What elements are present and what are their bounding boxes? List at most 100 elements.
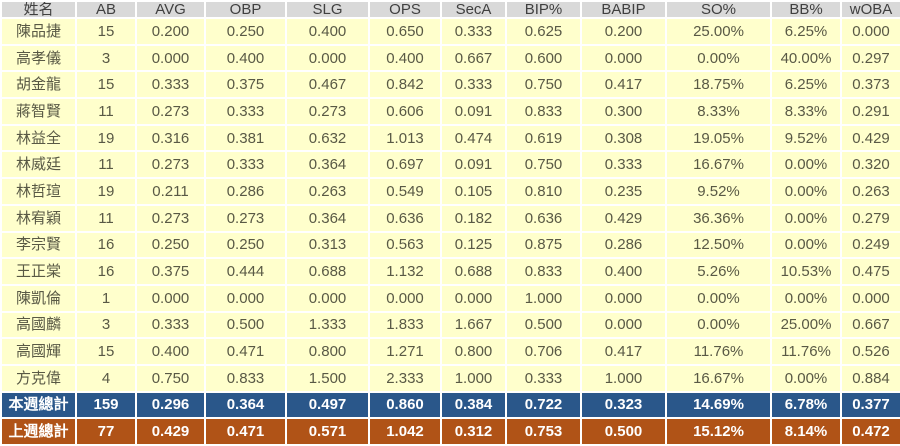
- stat-cell: 0.000: [840, 17, 900, 46]
- total-row-this-week: 本週總計 159 0.296 0.364 0.497 0.860 0.384 0.722 0.3…: [0, 390, 900, 420]
- stat-cell: 0.00%: [770, 150, 842, 180]
- stat-cell: 0.444: [204, 257, 287, 286]
- stat-cell: 1.000: [440, 363, 507, 393]
- stat-cell: 0.842: [368, 70, 442, 100]
- total-stat-cell: 159: [75, 390, 137, 420]
- stat-cell: 40.00%: [770, 43, 842, 73]
- player-name-cell: 高國麟: [0, 310, 77, 340]
- stat-cell: 19: [75, 123, 137, 153]
- stat-cell: 0.000: [440, 283, 507, 313]
- stat-cell: 0.375: [135, 257, 206, 286]
- stat-cell: 0.636: [505, 203, 582, 233]
- stat-cell: 11: [75, 203, 137, 233]
- total-stat-cell: 6.78%: [770, 390, 842, 420]
- stat-cell: 1.667: [440, 310, 507, 340]
- stat-cell: 10.53%: [770, 257, 842, 286]
- stat-cell: 0.291: [840, 97, 900, 126]
- stat-cell: 0.606: [368, 97, 442, 126]
- stat-cell: 1.500: [285, 363, 370, 393]
- column-header: OBP: [204, 0, 287, 19]
- stat-cell: 1.000: [505, 283, 582, 313]
- stat-cell: 0.750: [505, 150, 582, 180]
- stat-cell: 0.632: [285, 123, 370, 153]
- total-stat-cell: 0.753: [505, 417, 582, 446]
- stat-cell: 0.105: [440, 177, 507, 206]
- total-stat-cell: 0.296: [135, 390, 206, 420]
- stat-cell: 0.316: [135, 123, 206, 153]
- stat-cell: 0.300: [580, 97, 667, 126]
- total-stat-cell: 8.14%: [770, 417, 842, 446]
- player-row: 林威廷 11 0.273 0.333 0.364 0.697 0.091 0.750 0.333…: [0, 150, 900, 180]
- stat-cell: 6.25%: [770, 17, 842, 46]
- stat-cell: 0.00%: [665, 43, 772, 73]
- stat-cell: 0.250: [204, 230, 287, 260]
- stat-cell: 0.333: [135, 70, 206, 100]
- stat-cell: 0.429: [580, 203, 667, 233]
- total-stat-cell: 15.12%: [665, 417, 772, 446]
- column-header: SecA: [440, 0, 507, 19]
- column-header: AB: [75, 0, 137, 19]
- stat-cell: 0.273: [135, 203, 206, 233]
- stat-cell: 1.271: [368, 337, 442, 366]
- stat-cell: 9.52%: [770, 123, 842, 153]
- stat-cell: 0.400: [285, 17, 370, 46]
- stat-cell: 0.364: [285, 203, 370, 233]
- stat-cell: 0.875: [505, 230, 582, 260]
- stat-cell: 0.000: [135, 43, 206, 73]
- stat-cell: 0.400: [204, 43, 287, 73]
- stat-cell: 0.00%: [770, 177, 842, 206]
- player-row: 高孝儀 3 0.000 0.400 0.000 0.400 0.667 0.600 0.000 0…: [0, 43, 900, 73]
- player-row: 方克偉 4 0.750 0.833 1.500 2.333 1.000 0.333 1.000 1…: [0, 363, 900, 393]
- stat-cell: 0.333: [135, 310, 206, 340]
- total-stat-cell: 0.860: [368, 390, 442, 420]
- total-row-last-week: 上週總計 77 0.429 0.471 0.571 1.042 0.312 0.753 0.50…: [0, 417, 900, 446]
- total-stat-cell: 0.722: [505, 390, 582, 420]
- player-name-cell: 林哲瑄: [0, 177, 77, 206]
- stat-cell: 1.013: [368, 123, 442, 153]
- total-stat-cell: 0.471: [204, 417, 287, 446]
- stat-cell: 0.688: [440, 257, 507, 286]
- stat-cell: 0.249: [840, 230, 900, 260]
- player-name-cell: 方克偉: [0, 363, 77, 393]
- player-row: 高國麟 3 0.333 0.500 1.333 1.833 1.667 0.500 0.000 0…: [0, 310, 900, 340]
- stat-cell: 16.67%: [665, 363, 772, 393]
- stat-cell: 0.00%: [770, 363, 842, 393]
- player-name-cell: 林益全: [0, 123, 77, 153]
- stat-cell: 11.76%: [770, 337, 842, 366]
- stat-cell: 5.26%: [665, 257, 772, 286]
- stat-cell: 0.000: [580, 310, 667, 340]
- player-name-cell: 胡金龍: [0, 70, 77, 100]
- column-header: OPS: [368, 0, 442, 19]
- player-row: 林哲瑄 19 0.211 0.286 0.263 0.549 0.105 0.810 0.235…: [0, 177, 900, 206]
- stat-cell: 0.474: [440, 123, 507, 153]
- stat-cell: 0.200: [135, 17, 206, 46]
- stat-cell: 0.333: [440, 70, 507, 100]
- stat-cell: 0.273: [135, 150, 206, 180]
- stat-cell: 25.00%: [770, 310, 842, 340]
- stat-cell: 0.000: [368, 283, 442, 313]
- player-name-cell: 蔣智賢: [0, 97, 77, 126]
- total-stat-cell: 0.323: [580, 390, 667, 420]
- stat-cell: 0.308: [580, 123, 667, 153]
- stat-cell: 0.00%: [665, 283, 772, 313]
- stat-cell: 0.364: [285, 150, 370, 180]
- stat-cell: 0.125: [440, 230, 507, 260]
- stat-cell: 8.33%: [665, 97, 772, 126]
- stat-cell: 0.000: [840, 283, 900, 313]
- stat-cell: 0.429: [840, 123, 900, 153]
- player-name-cell: 陳品捷: [0, 17, 77, 46]
- stat-cell: 0.667: [840, 310, 900, 340]
- stat-cell: 0.333: [580, 150, 667, 180]
- stat-cell: 0.500: [204, 310, 287, 340]
- stat-cell: 1.333: [285, 310, 370, 340]
- table-body: 陳品捷 15 0.200 0.250 0.400 0.650 0.333 0.625 0.200…: [0, 17, 900, 446]
- stat-cell: 36.36%: [665, 203, 772, 233]
- stat-cell: 0.373: [840, 70, 900, 100]
- player-row: 林宥穎 11 0.273 0.273 0.364 0.636 0.182 0.636 0.429…: [0, 203, 900, 233]
- player-name-cell: 高國輝: [0, 337, 77, 366]
- player-name-cell: 林威廷: [0, 150, 77, 180]
- stat-cell: 0.400: [368, 43, 442, 73]
- stat-cell: 0.810: [505, 177, 582, 206]
- stat-cell: 0.417: [580, 337, 667, 366]
- stat-cell: 0.250: [204, 17, 287, 46]
